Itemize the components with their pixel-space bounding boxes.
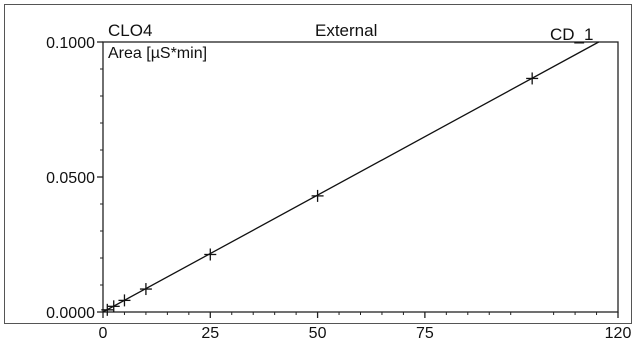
data-point-marker <box>526 72 539 85</box>
outer-frame <box>4 4 632 324</box>
detector-label: CD_1 <box>550 25 593 44</box>
x-tick-label: 25 <box>201 325 219 342</box>
x-axis: 0 25 50 75 120 <box>99 312 632 342</box>
y-tick-label: 0.0500 <box>46 170 95 187</box>
y-axis-label: Area [µS*min] <box>108 45 207 62</box>
fit-line-group <box>102 41 599 313</box>
y-axis: 0.0000 0.0500 0.1000 <box>46 35 103 322</box>
y-tick-label: 0.0000 <box>46 305 95 322</box>
data-point-marker <box>101 303 114 316</box>
x-tick-label: 120 <box>605 325 632 342</box>
data-point-marker <box>311 189 324 202</box>
x-tick-label: 50 <box>309 325 327 342</box>
data-point-marker <box>204 248 217 261</box>
data-points <box>101 72 539 316</box>
analyte-label: CLO4 <box>108 21 152 40</box>
calibration-fit-line <box>102 41 599 313</box>
y-tick-label: 0.1000 <box>46 35 95 52</box>
x-tick-label: 75 <box>416 325 434 342</box>
x-tick-label: 0 <box>99 325 108 342</box>
data-point-marker <box>107 300 120 313</box>
method-label: External <box>315 21 377 40</box>
data-point-marker <box>139 283 152 296</box>
data-point-marker <box>118 294 131 307</box>
plot-area <box>102 41 619 313</box>
